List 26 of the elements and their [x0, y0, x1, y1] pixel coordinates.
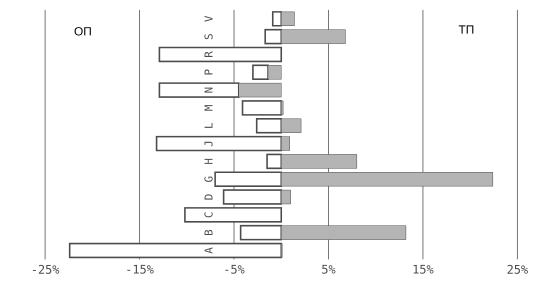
bar — [184, 207, 282, 223]
y-tick-label: L — [204, 122, 212, 128]
x-tick-label: -5% — [225, 264, 245, 274]
x-tick-label: 5% — [322, 264, 336, 274]
y-tick-label: G — [204, 176, 213, 182]
y-tick-label: S — [204, 34, 213, 40]
y-tick-label: B — [204, 230, 212, 236]
x-tick-label: 25% — [508, 264, 528, 274]
x-tick-label: 15% — [414, 264, 434, 274]
y-tick-label: N — [204, 88, 212, 93]
y-tick-label: H — [204, 158, 212, 164]
y-tick-label: P — [204, 69, 212, 74]
text: ОП — [74, 27, 91, 36]
y-tick-label: J — [204, 142, 213, 146]
y-tick-label: V — [204, 16, 212, 22]
y-tick-label: C — [204, 212, 213, 218]
y-tick-label: A — [204, 247, 212, 254]
bar — [68, 242, 282, 258]
text: ТП — [458, 25, 474, 34]
y-tick-label: R — [204, 51, 212, 57]
x-tick-label: -15% — [127, 264, 154, 274]
y-tick-label: M — [204, 105, 212, 111]
bar — [158, 46, 282, 62]
bar — [242, 100, 282, 116]
x-tick-label: -25% — [32, 264, 60, 274]
y-tick-label: D — [204, 194, 212, 200]
